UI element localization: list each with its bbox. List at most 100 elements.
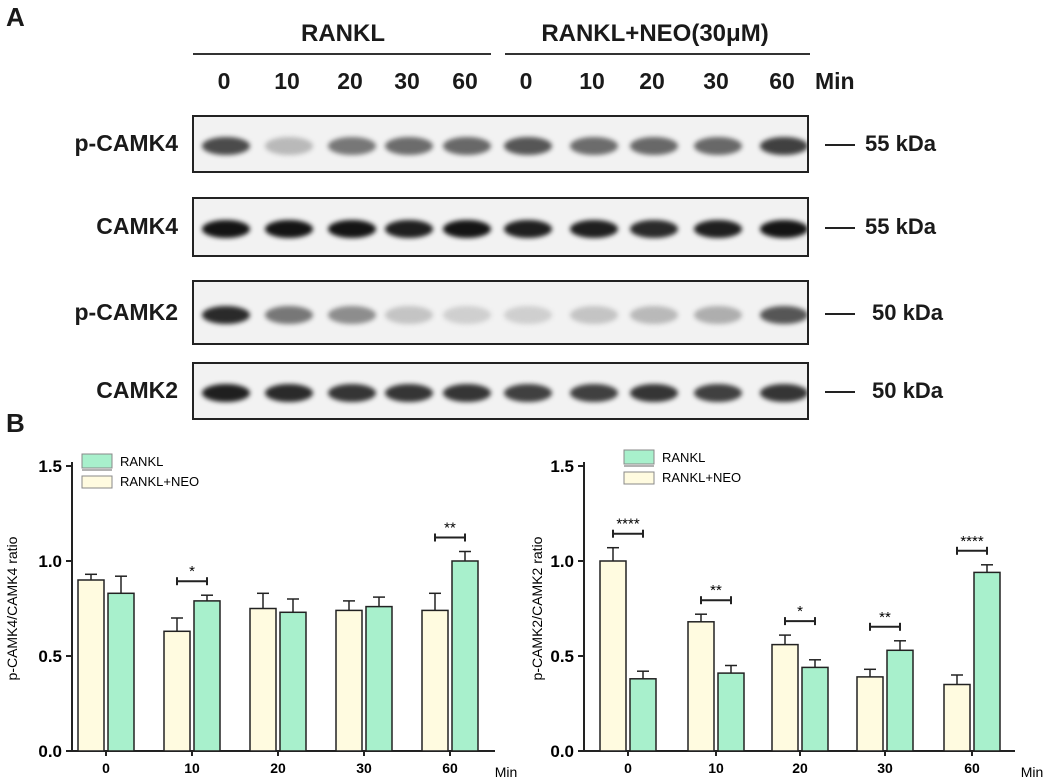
blot-membrane xyxy=(192,362,809,420)
blot-band xyxy=(328,220,376,238)
blot-band xyxy=(630,384,678,402)
legend-label-rankl: RANKL xyxy=(120,454,163,469)
blot-band xyxy=(570,384,618,402)
size-marker-dash xyxy=(825,312,855,315)
blot-band xyxy=(630,220,678,238)
blot-membrane xyxy=(192,280,809,345)
lane-label: 60 xyxy=(452,68,478,94)
y-tick-label: 0.5 xyxy=(38,647,62,666)
legend-label-rankl-neo: RANKL+NEO xyxy=(120,474,199,489)
bar xyxy=(335,609,363,752)
blot-band xyxy=(630,137,678,155)
bar xyxy=(771,643,799,752)
significance-label: **** xyxy=(616,516,640,533)
molecular-weight-label: 50 kDa xyxy=(872,299,943,325)
panel-b-letter: B xyxy=(6,408,25,438)
blot-band xyxy=(385,384,433,402)
lane-label: 60 xyxy=(769,68,795,94)
blot-band xyxy=(385,220,433,238)
chart-camk2-ratio: 0.00.51.01.5p-CAMK2/CAMK2 ratio0****10**… xyxy=(529,449,1044,780)
significance-label: **** xyxy=(960,533,984,550)
bar xyxy=(629,678,657,752)
blot-band xyxy=(202,384,250,402)
legend-label-rankl: RANKL xyxy=(662,450,705,465)
blot-band xyxy=(265,137,313,155)
x-tick-label: 0 xyxy=(102,760,110,776)
time-unit-label: Min xyxy=(815,68,855,94)
x-tick-label: 30 xyxy=(877,760,893,776)
lane-label: 30 xyxy=(394,68,420,94)
bar xyxy=(943,683,971,752)
blot-band xyxy=(760,220,807,238)
molecular-weight-label: 50 kDa xyxy=(872,378,943,403)
blot-band xyxy=(694,305,742,324)
molecular-weight-label: 55 kDa xyxy=(865,131,936,156)
bar xyxy=(193,600,221,752)
blot-label: p-CAMK4 xyxy=(74,130,179,156)
x-axis-label: Min xyxy=(1021,764,1044,780)
y-tick-label: 1.0 xyxy=(38,552,62,571)
blot-band xyxy=(202,305,250,324)
y-tick-label: 0.0 xyxy=(550,742,574,761)
bar xyxy=(77,579,105,752)
blot-band xyxy=(694,384,742,402)
lane-label: 20 xyxy=(337,68,363,94)
bar xyxy=(107,592,135,752)
blot-band xyxy=(504,384,552,402)
blot-band xyxy=(385,305,433,324)
blot-band xyxy=(570,220,618,238)
x-tick-label: 10 xyxy=(184,760,200,776)
blot-band xyxy=(504,220,552,238)
blot-band xyxy=(694,220,742,238)
chart-camk4-ratio: 0.0 0.5 1.0 1.5 p-CAMK4/CAMK4 ratio 0 10 * 20 30 6… xyxy=(4,453,518,780)
group-rankl-label: RANKL xyxy=(301,20,385,47)
size-marker-dash xyxy=(825,391,855,393)
bar xyxy=(163,630,191,752)
bar xyxy=(717,672,745,752)
significance-label: ** xyxy=(444,520,456,537)
blot-band xyxy=(265,305,313,324)
y-tick-label: 1.5 xyxy=(550,457,574,476)
group-rankl-neo-label: RANKL+NEO(30μM) xyxy=(541,20,769,47)
molecular-weight-label: 55 kDa xyxy=(865,214,936,239)
lane-label: 0 xyxy=(217,68,231,94)
x-axis-label: Min xyxy=(495,764,518,780)
x-tick-label: 20 xyxy=(792,760,808,776)
x-tick-label: 30 xyxy=(356,760,372,776)
legend-swatch-rankl xyxy=(81,453,113,469)
group-rankl-neo-line xyxy=(505,53,810,55)
blot-band xyxy=(694,137,742,155)
significance-label: ** xyxy=(879,609,891,626)
legend-label-rankl-neo: RANKL+NEO xyxy=(662,470,741,485)
lane-label: 20 xyxy=(639,68,665,94)
size-marker-dash xyxy=(825,227,855,229)
blot-band xyxy=(504,137,552,155)
size-marker-dash xyxy=(825,144,855,146)
blot-band xyxy=(760,305,807,324)
x-tick-label: 60 xyxy=(442,760,458,776)
x-tick-label: 20 xyxy=(270,760,286,776)
blot-band xyxy=(328,305,376,324)
blot-band xyxy=(443,137,491,155)
significance-label: ** xyxy=(710,582,722,599)
bar xyxy=(856,676,884,752)
legend-swatch-rankl-neo xyxy=(623,471,655,485)
lane-label: 0 xyxy=(519,68,533,94)
y-tick-label: 1.5 xyxy=(38,457,62,476)
blot-band xyxy=(630,305,678,324)
blot-band xyxy=(265,220,313,238)
bar xyxy=(687,621,715,752)
blot-band xyxy=(443,220,491,238)
x-tick-label: 0 xyxy=(624,760,632,776)
group-rankl-line xyxy=(193,53,491,55)
blot-label: CAMK2 xyxy=(96,377,178,403)
bar xyxy=(886,649,914,752)
bar xyxy=(599,560,627,752)
y-tick-label: 0.5 xyxy=(550,647,574,666)
lane-label: 10 xyxy=(579,68,605,94)
blot-band xyxy=(202,220,250,238)
blot-band xyxy=(443,305,491,324)
x-tick-label: 60 xyxy=(964,760,980,776)
blot-band xyxy=(328,384,376,402)
blot-band xyxy=(385,137,433,155)
